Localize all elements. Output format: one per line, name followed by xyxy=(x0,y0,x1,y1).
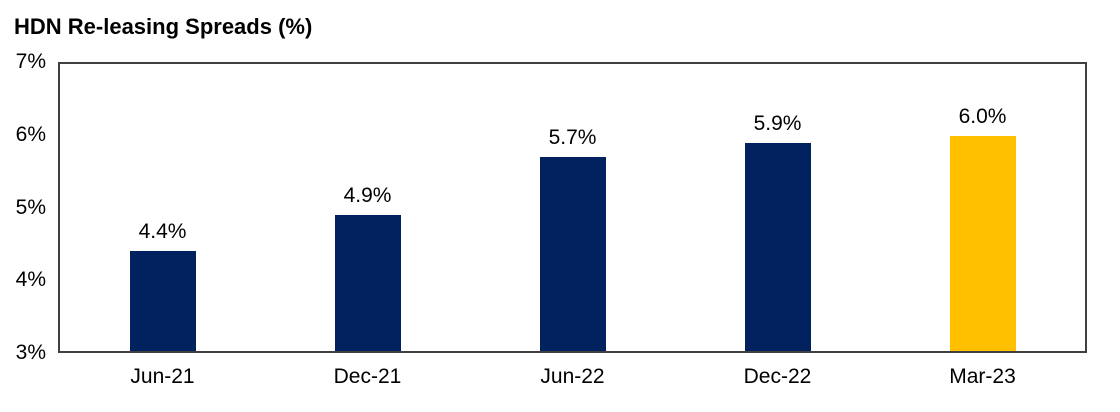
bar-value-label: 4.4% xyxy=(138,219,187,243)
bar-value-label: 5.7% xyxy=(548,126,597,150)
chart-title: HDN Re-leasing Spreads (%) xyxy=(14,14,313,39)
x-category-label: Jun-21 xyxy=(130,365,195,388)
bar-value-label: 4.9% xyxy=(343,183,392,207)
plot-area xyxy=(58,62,1087,353)
bar-mar-23 xyxy=(949,135,1016,351)
y-tick-label: 5% xyxy=(15,195,46,219)
x-category-label: Dec-21 xyxy=(333,365,402,388)
bar-value-label: 6.0% xyxy=(958,104,1007,128)
bar-jun-22 xyxy=(539,157,606,351)
bar-value-label: 5.9% xyxy=(753,111,802,135)
x-category-label: Mar-23 xyxy=(949,365,1016,388)
x-category-label: Jun-22 xyxy=(540,365,605,388)
bar-jun-21 xyxy=(129,250,196,351)
bar-dec-21 xyxy=(334,214,401,351)
x-category-label: Dec-22 xyxy=(743,365,812,388)
y-tick-label: 4% xyxy=(15,268,46,292)
y-tick-label: 7% xyxy=(15,50,46,73)
y-tick-label: 3% xyxy=(15,341,46,364)
y-tick-label: 6% xyxy=(15,122,46,146)
bar-dec-22 xyxy=(744,142,811,351)
